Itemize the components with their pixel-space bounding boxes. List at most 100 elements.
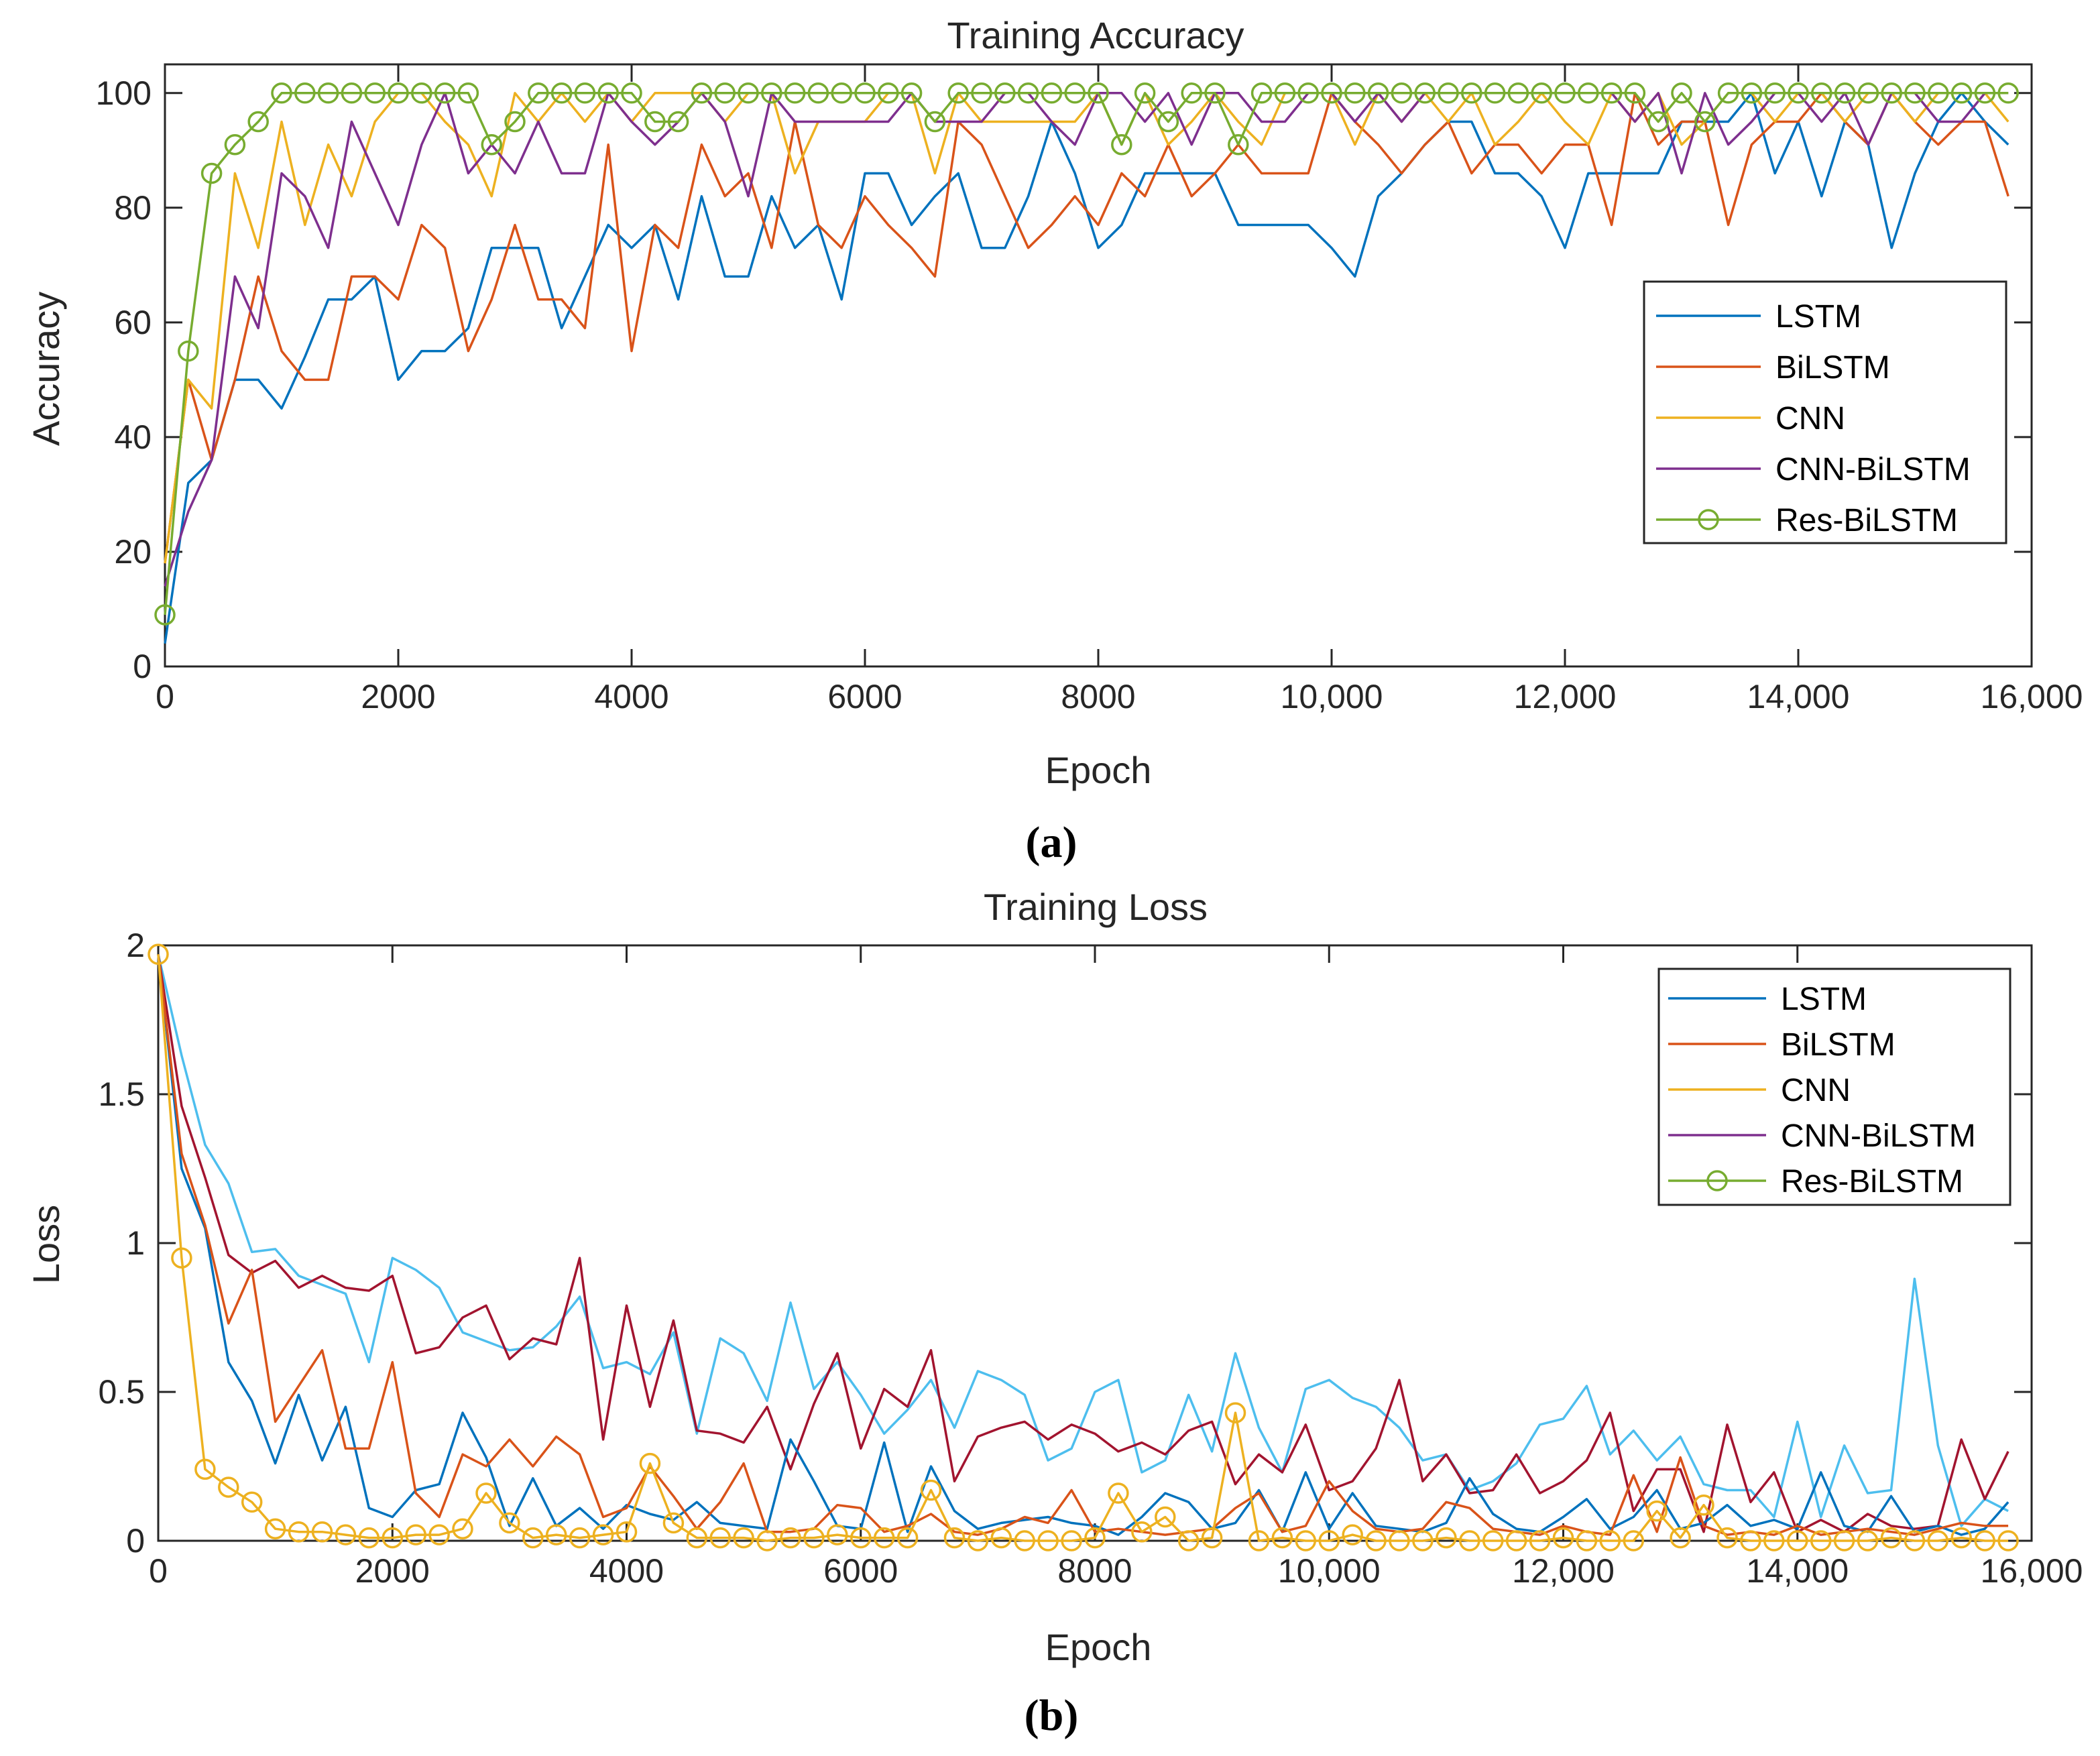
legend-entry-bilstm: BiLSTM (1668, 1027, 1895, 1063)
data-point-marker (1271, 1527, 1293, 1549)
data-point-marker (522, 1527, 544, 1549)
data-point-marker (1224, 1402, 1246, 1423)
chart-a-legend-box (1643, 280, 2007, 544)
data-point-marker (616, 1521, 638, 1543)
data-point-marker (148, 943, 169, 965)
data-point-marker (667, 111, 689, 133)
panel-b: Training Loss 0 2000 4000 6000 8000 10,000 12,… (25, 886, 2083, 1740)
data-point-marker (1507, 82, 1529, 104)
data-point-marker (388, 82, 409, 104)
series-line-dark-red-line (157, 954, 2009, 1533)
data-point-marker (943, 1527, 966, 1549)
data-point-marker (457, 82, 479, 104)
x-tick-label: 16,000 (1981, 1552, 2083, 1590)
data-point-marker (1834, 82, 1856, 104)
data-point-marker (434, 82, 456, 104)
data-point-marker (364, 82, 386, 104)
x-tick-label: 10,000 (1278, 1552, 1381, 1590)
data-point-marker (504, 111, 526, 133)
legend-label: LSTM (1781, 982, 1867, 1017)
data-point-marker (761, 82, 782, 104)
data-point-marker (1788, 82, 1809, 104)
legend-label: Res-BiLSTM (1775, 503, 1958, 538)
data-point-marker (1391, 82, 1413, 104)
data-point-marker (947, 82, 969, 104)
data-point-marker (1088, 82, 1109, 104)
data-point-marker (171, 1247, 192, 1269)
x-tick-label: 8000 (1057, 1552, 1132, 1590)
data-point-marker (178, 340, 199, 362)
data-point-marker (405, 1524, 426, 1545)
series-line-light-blue-line (157, 953, 2009, 1527)
data-point-marker (382, 1527, 404, 1549)
chart-b-y-axis-label: Loss (25, 1205, 67, 1284)
data-point-marker (194, 1458, 216, 1480)
legend-entry-cnn-bilstm: CNN-BiLSTM (1668, 1118, 1976, 1154)
data-point-marker (1482, 1530, 1504, 1552)
y-tick-label: 40 (114, 418, 152, 456)
y-tick-label: 80 (114, 189, 152, 227)
series-res-bilstm (154, 82, 2019, 626)
data-point-marker (154, 604, 176, 626)
data-point-marker (1436, 1527, 1457, 1549)
y-tick-label: 60 (114, 304, 152, 341)
data-point-marker (1810, 1530, 1832, 1552)
chart-b-legend-box (1657, 968, 2011, 1206)
data-point-marker (1694, 111, 1716, 133)
data-point-marker (341, 82, 363, 104)
x-tick-label: 2000 (361, 678, 435, 715)
chart-b-caption: (b) (1025, 1691, 1079, 1740)
data-point-marker (1344, 82, 1366, 104)
data-point-marker (1881, 82, 1902, 104)
data-point-marker (1927, 1530, 1949, 1552)
data-point-marker (1833, 1530, 1855, 1552)
data-point-marker (481, 133, 502, 156)
x-tick-label: 16,000 (1981, 678, 2083, 715)
data-point-marker (1318, 1530, 1340, 1552)
series-dark-red-line (157, 954, 2009, 1533)
x-tick-label: 6000 (827, 678, 902, 715)
y-tick-label: 0 (126, 1522, 145, 1560)
legend-marker (1706, 1170, 1728, 1191)
data-point-marker (691, 82, 713, 104)
data-point-marker (738, 82, 759, 104)
data-point-marker (1717, 82, 1739, 104)
data-point-marker (1531, 82, 1552, 104)
data-point-marker (1461, 82, 1482, 104)
x-tick-label: 4000 (589, 1552, 664, 1590)
data-point-marker (1950, 82, 1973, 104)
data-point-marker (878, 82, 899, 104)
data-point-marker (1505, 1530, 1527, 1552)
x-tick-label: 14,000 (1747, 678, 1850, 715)
data-point-marker (1155, 1506, 1176, 1528)
data-point-marker (545, 1524, 567, 1545)
chart-b-title: Training Loss (984, 886, 1208, 928)
data-point-marker (1740, 1530, 1761, 1552)
legend-marker (1698, 509, 1719, 530)
data-point-marker (264, 1518, 286, 1539)
data-point-marker (1974, 1530, 1995, 1552)
data-point-marker (1576, 1530, 1598, 1552)
chart-b-legend: LSTM BiLSTM CNN CNN-BiLSTM Res-BiLSTM (1657, 968, 2011, 1206)
data-point-marker (1204, 82, 1226, 104)
legend-entry-bilstm: BiLSTM (1656, 350, 1890, 386)
data-point-marker (1811, 82, 1832, 104)
x-tick-label: 0 (149, 1552, 168, 1590)
chart-a-series (154, 82, 2019, 644)
data-point-marker (1624, 82, 1646, 104)
legend-label: CNN-BiLSTM (1781, 1118, 1976, 1154)
series-cnn-bilstm (164, 92, 2009, 587)
data-point-marker (475, 1482, 497, 1504)
data-point-marker (1041, 82, 1063, 104)
data-point-marker (1741, 82, 1763, 104)
data-point-marker (1108, 1482, 1129, 1504)
legend-entry-cnn: CNN (1668, 1073, 1851, 1108)
chart-a-y-axis-label: Accuracy (25, 292, 67, 446)
data-point-marker (967, 1530, 989, 1552)
chart-a-caption: (a) (1026, 818, 1077, 867)
data-point-marker (803, 1527, 825, 1549)
data-point-marker (621, 82, 642, 104)
data-point-marker (1064, 82, 1086, 104)
data-point-marker (807, 82, 829, 104)
series-line-cnn (157, 954, 2009, 1542)
